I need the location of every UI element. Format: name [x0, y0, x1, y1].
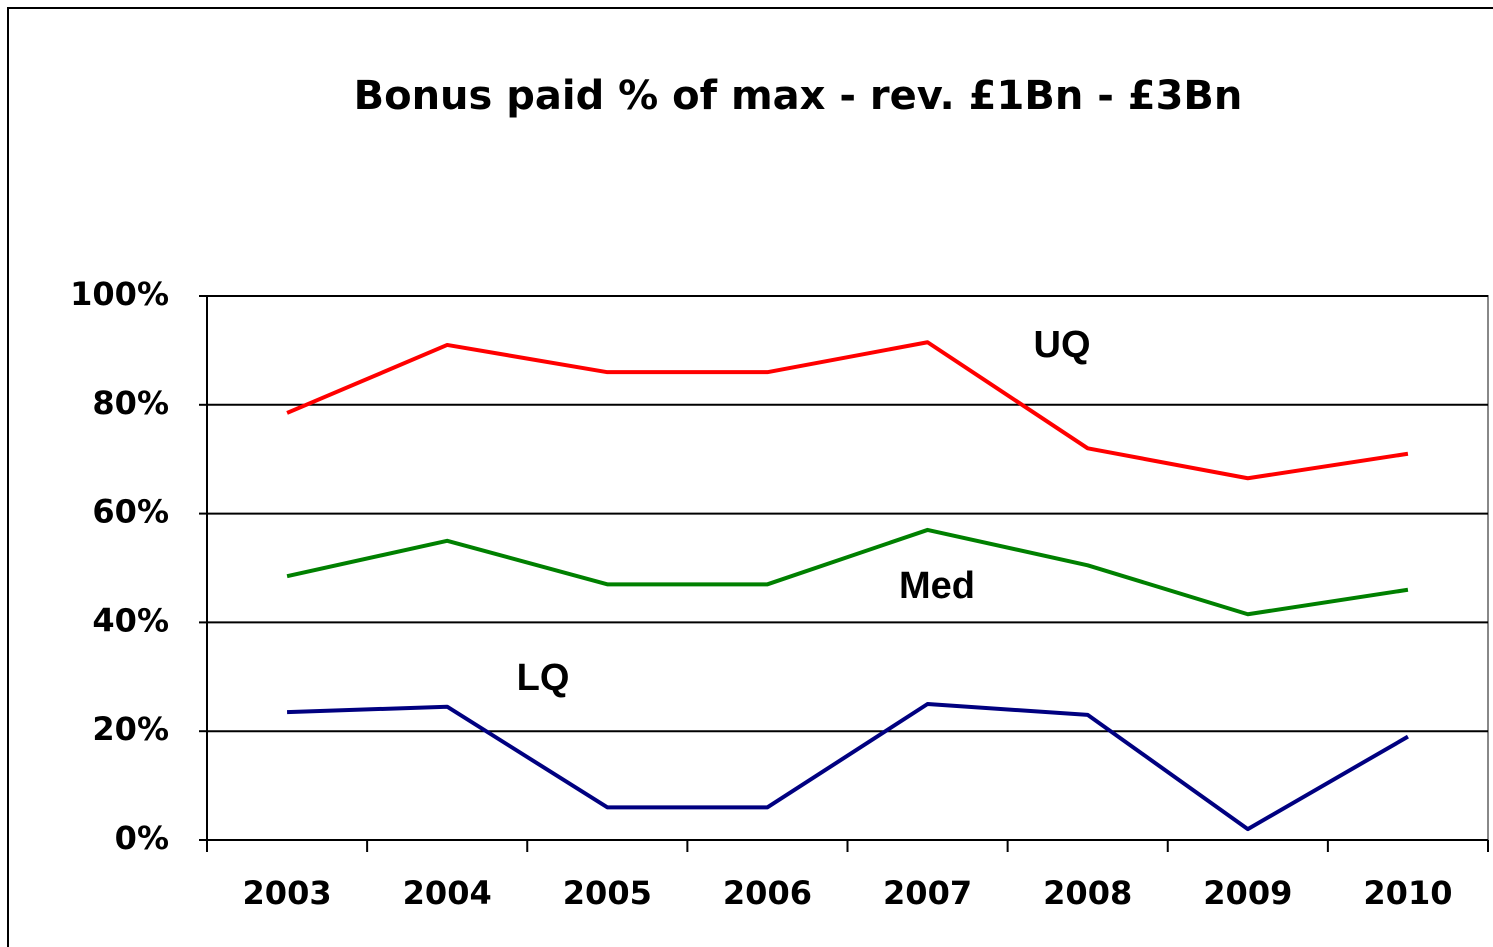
series-line [286, 527, 1409, 617]
x-tick-label: 2010 [1363, 874, 1452, 912]
y-tick-label: 40% [92, 601, 169, 639]
series-label: UQ [1034, 324, 1091, 366]
series-label: LQ [517, 657, 570, 699]
chart-title: Bonus paid % of max - rev. £1Bn - £3Bn [354, 73, 1243, 119]
x-tick-label: 2006 [723, 874, 812, 912]
y-tick-label: 60% [92, 493, 169, 531]
y-tick-label: 100% [70, 275, 169, 313]
x-tick-label: 2008 [1043, 874, 1132, 912]
x-tick-label: 2003 [243, 874, 332, 912]
chart-frame [7, 7, 1493, 947]
x-tick-label: 2009 [1203, 874, 1292, 912]
x-tick-label: 2007 [883, 874, 972, 912]
series-line [286, 702, 1409, 832]
y-tick-label: 0% [115, 819, 169, 857]
y-tick-label: 20% [92, 710, 169, 748]
series-line [286, 340, 1409, 481]
plot-frame [206, 295, 1489, 841]
series-label: Med [899, 565, 975, 607]
x-tick-label: 2004 [403, 874, 492, 912]
x-tick-label: 2005 [563, 874, 652, 912]
y-tick-label: 80% [92, 384, 169, 422]
